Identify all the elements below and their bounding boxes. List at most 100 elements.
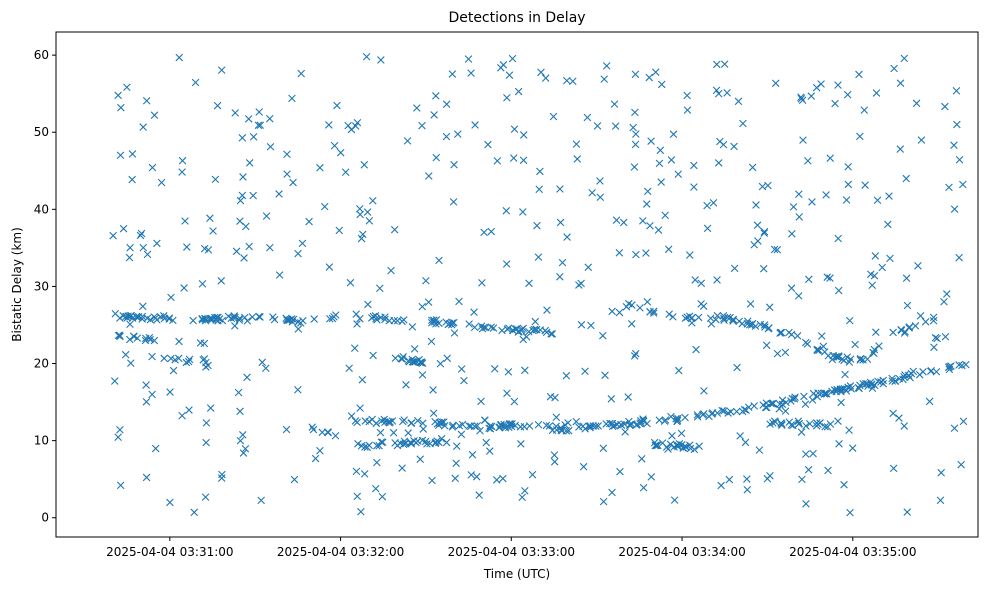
data-point — [185, 406, 193, 414]
data-point — [336, 148, 345, 157]
data-point — [311, 454, 320, 463]
data-point — [245, 242, 253, 251]
data-point — [591, 422, 600, 430]
data-point — [381, 313, 389, 321]
data-point — [244, 115, 253, 123]
data-point — [398, 317, 406, 326]
data-point — [275, 190, 283, 198]
data-point — [373, 441, 381, 450]
data-point — [359, 230, 367, 239]
data-point — [719, 140, 728, 149]
data-point — [352, 310, 360, 318]
data-point — [572, 417, 581, 426]
data-point — [879, 379, 888, 388]
data-point — [432, 92, 440, 100]
data-point — [543, 306, 551, 314]
data-point — [333, 101, 341, 110]
data-point — [282, 425, 291, 434]
data-point — [657, 178, 665, 186]
data-point — [667, 412, 675, 421]
data-point — [902, 174, 910, 183]
data-point — [782, 398, 790, 407]
data-point — [399, 417, 407, 426]
data-point — [470, 308, 478, 316]
data-point — [178, 411, 186, 420]
data-point — [699, 410, 708, 418]
data-point — [843, 90, 852, 99]
data-point — [169, 366, 178, 375]
data-point — [657, 80, 666, 89]
data-point — [821, 422, 829, 431]
data-point — [433, 437, 441, 445]
data-point — [201, 493, 210, 501]
data-point — [720, 407, 728, 415]
data-point — [856, 356, 864, 364]
data-point — [450, 329, 459, 337]
data-point — [157, 178, 166, 187]
data-point — [775, 405, 784, 413]
data-point — [492, 476, 501, 484]
data-point — [269, 313, 277, 321]
data-point — [661, 416, 670, 424]
data-point — [675, 440, 684, 448]
data-point — [389, 428, 398, 437]
data-point — [407, 419, 415, 427]
data-point — [795, 190, 803, 198]
x-tick-label: 2025-04-04 03:33:00 — [448, 545, 575, 559]
data-point — [940, 297, 948, 306]
data-point — [378, 438, 387, 447]
data-point — [505, 71, 514, 79]
data-point — [760, 229, 768, 237]
data-point — [130, 332, 138, 341]
data-point — [763, 474, 772, 483]
data-point — [725, 475, 734, 484]
data-point — [550, 458, 559, 466]
data-point — [490, 365, 499, 373]
data-point — [217, 66, 226, 74]
data-point — [528, 470, 537, 479]
data-point — [822, 191, 830, 199]
data-point — [206, 214, 214, 223]
data-point — [817, 332, 826, 340]
data-point — [212, 316, 220, 324]
data-point — [955, 253, 963, 262]
data-point — [136, 231, 145, 240]
data-point — [143, 250, 152, 259]
data-point — [770, 245, 779, 254]
data-point — [838, 355, 846, 364]
data-point — [608, 422, 617, 431]
data-point — [888, 377, 897, 385]
data-point — [541, 74, 550, 82]
data-point — [575, 423, 583, 431]
data-point — [681, 314, 690, 323]
data-point — [794, 417, 803, 425]
data-point — [464, 55, 473, 63]
data-point — [726, 407, 735, 416]
data-point — [350, 344, 359, 352]
data-point — [243, 317, 252, 325]
data-point — [834, 286, 843, 295]
data-point — [754, 237, 762, 245]
data-point — [846, 382, 855, 390]
data-point — [294, 249, 302, 258]
data-point — [501, 424, 510, 432]
data-point — [664, 245, 673, 254]
data-point — [485, 447, 494, 455]
data-point — [889, 328, 897, 337]
data-point — [123, 83, 131, 92]
data-point — [655, 159, 664, 168]
data-point — [651, 441, 660, 450]
data-point — [837, 398, 845, 407]
data-point — [378, 492, 387, 501]
data-point — [747, 321, 756, 329]
data-point — [353, 320, 361, 328]
data-point — [788, 230, 796, 238]
data-point — [109, 231, 117, 240]
data-point — [148, 352, 156, 361]
data-point — [110, 377, 119, 385]
data-point — [243, 373, 251, 382]
data-point — [256, 313, 264, 321]
data-point — [677, 429, 686, 438]
data-point — [376, 284, 384, 293]
y-tick-label: 50 — [34, 125, 49, 139]
